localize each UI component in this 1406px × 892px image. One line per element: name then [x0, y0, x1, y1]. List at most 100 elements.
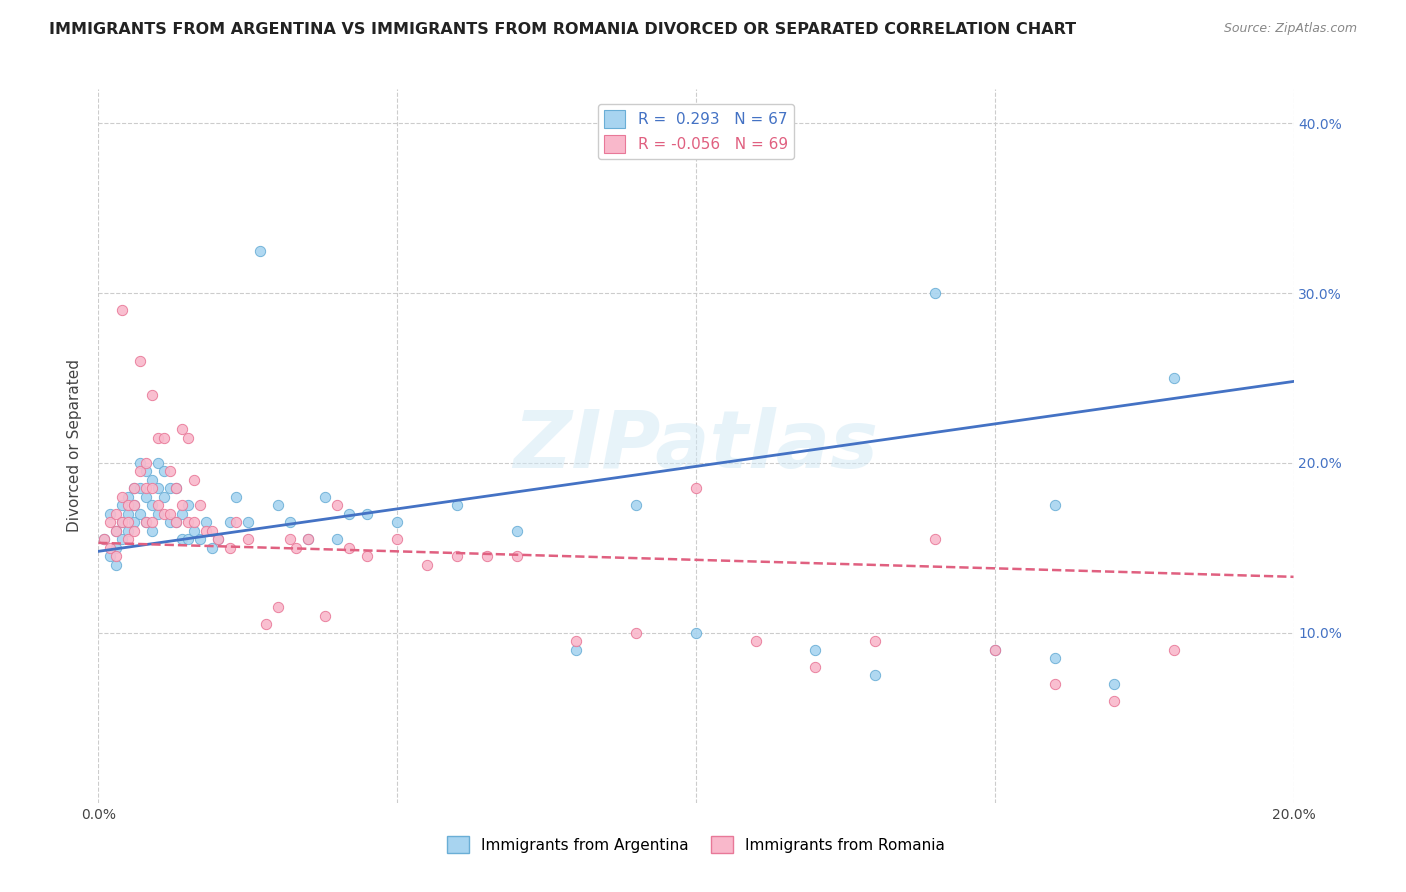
Legend: Immigrants from Argentina, Immigrants from Romania: Immigrants from Argentina, Immigrants fr…: [441, 830, 950, 859]
Point: [924, 286, 946, 301]
Point: [278, 533, 301, 547]
Point: [475, 549, 498, 564]
Point: [236, 533, 259, 547]
Point: [201, 541, 224, 555]
Point: [148, 482, 170, 496]
Point: [188, 533, 211, 547]
Point: [159, 482, 181, 496]
Point: [177, 533, 200, 547]
Point: [172, 422, 194, 436]
Point: [267, 600, 290, 615]
Point: [685, 482, 707, 496]
Point: [129, 482, 152, 496]
Point: [172, 533, 194, 547]
Point: [225, 516, 247, 530]
Point: [93, 533, 115, 547]
Point: [183, 516, 205, 530]
Point: [188, 499, 211, 513]
Point: [172, 507, 194, 521]
Point: [804, 643, 827, 657]
Point: [117, 533, 139, 547]
Point: [506, 524, 529, 538]
Point: [249, 244, 271, 258]
Point: [385, 516, 409, 530]
Point: [105, 524, 128, 538]
Point: [148, 507, 170, 521]
Point: [385, 533, 409, 547]
Point: [165, 516, 187, 530]
Point: [1043, 677, 1066, 691]
Point: [356, 549, 378, 564]
Point: [159, 465, 181, 479]
Point: [1104, 694, 1126, 708]
Point: [1043, 651, 1066, 665]
Point: [1163, 643, 1185, 657]
Point: [105, 541, 128, 555]
Point: [98, 516, 122, 530]
Point: [446, 499, 468, 513]
Point: [111, 499, 134, 513]
Point: [141, 473, 163, 487]
Point: [219, 541, 242, 555]
Point: [124, 524, 146, 538]
Point: [141, 499, 163, 513]
Point: [339, 541, 361, 555]
Point: [254, 617, 277, 632]
Point: [924, 533, 946, 547]
Point: [135, 516, 157, 530]
Point: [626, 626, 648, 640]
Point: [141, 388, 163, 402]
Point: [1043, 499, 1066, 513]
Point: [129, 465, 152, 479]
Point: [153, 465, 176, 479]
Point: [804, 660, 827, 674]
Point: [172, 499, 194, 513]
Point: [177, 516, 200, 530]
Point: [159, 507, 181, 521]
Point: [141, 482, 163, 496]
Point: [111, 516, 134, 530]
Point: [183, 524, 205, 538]
Point: [124, 499, 146, 513]
Point: [165, 516, 187, 530]
Point: [105, 507, 128, 521]
Point: [135, 456, 157, 470]
Point: [506, 549, 529, 564]
Point: [148, 499, 170, 513]
Point: [207, 533, 229, 547]
Point: [124, 499, 146, 513]
Point: [105, 524, 128, 538]
Point: [165, 482, 187, 496]
Point: [416, 558, 439, 572]
Point: [1163, 371, 1185, 385]
Point: [135, 465, 157, 479]
Point: [117, 516, 139, 530]
Point: [165, 482, 187, 496]
Point: [141, 524, 163, 538]
Point: [278, 516, 301, 530]
Point: [111, 533, 134, 547]
Point: [124, 482, 146, 496]
Point: [356, 507, 378, 521]
Point: [225, 490, 247, 504]
Point: [117, 507, 139, 521]
Point: [153, 490, 176, 504]
Point: [124, 516, 146, 530]
Point: [195, 524, 218, 538]
Point: [183, 473, 205, 487]
Point: [129, 354, 152, 368]
Point: [135, 516, 157, 530]
Point: [105, 549, 128, 564]
Point: [865, 634, 887, 648]
Point: [129, 456, 152, 470]
Point: [284, 541, 307, 555]
Point: [195, 516, 218, 530]
Point: [207, 533, 229, 547]
Point: [626, 499, 648, 513]
Point: [685, 626, 707, 640]
Point: [159, 516, 181, 530]
Point: [326, 499, 349, 513]
Point: [1104, 677, 1126, 691]
Point: [339, 507, 361, 521]
Point: [236, 516, 259, 530]
